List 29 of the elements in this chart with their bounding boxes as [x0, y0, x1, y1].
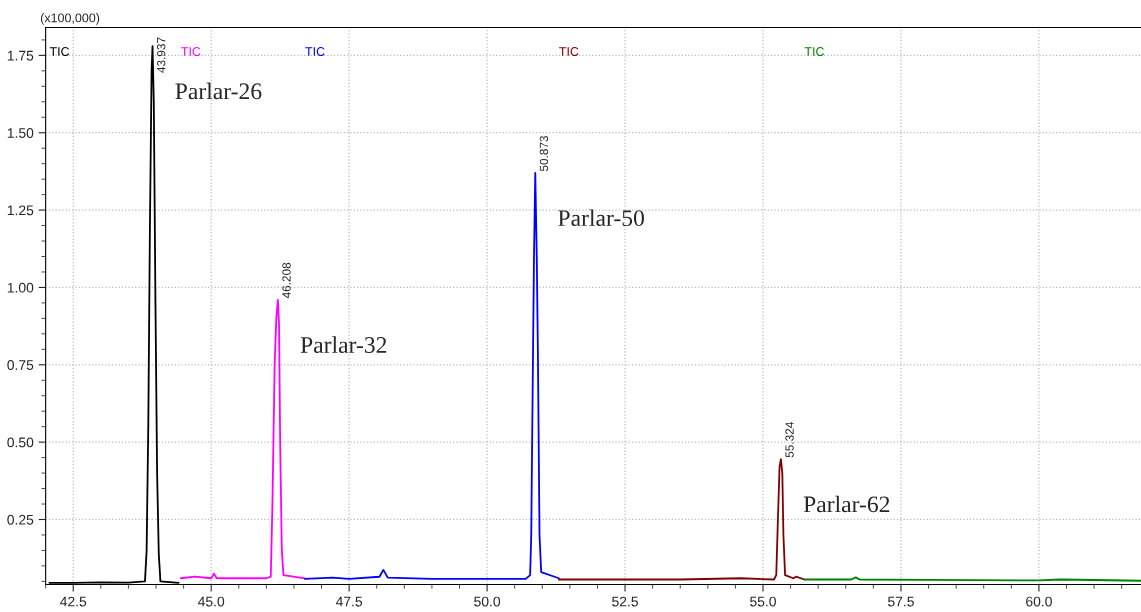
- annotation: 43.937: [157, 37, 166, 73]
- annotation: Parlar-62: [803, 495, 890, 513]
- annotation: Parlar-32: [300, 336, 387, 353]
- text: TIC: [181, 47, 201, 56]
- annotation: 46.208: [282, 262, 291, 299]
- text: (x100,000): [40, 13, 100, 25]
- x-tick-label: 52.5: [612, 596, 638, 607]
- annotation: Parlar-50: [558, 209, 644, 227]
- x-tick-label: 45.0: [197, 596, 225, 607]
- x-tick-label: 50.0: [474, 596, 501, 607]
- text: TIC: [305, 47, 325, 56]
- x-tick-label: 57.5: [888, 596, 914, 607]
- y-tick-label: 0.25: [7, 514, 34, 525]
- annotation: Parlar-26: [175, 82, 262, 100]
- x-tick-label: 55.0: [750, 596, 776, 607]
- y-tick-label: 1.50: [7, 128, 34, 138]
- y-tick-label: 1.25: [7, 205, 34, 216]
- text: TIC: [559, 47, 579, 56]
- annotation: 55.324: [785, 422, 794, 458]
- annotation: 50.873: [539, 135, 549, 172]
- text: TIC: [49, 47, 70, 56]
- y-tick-label: 1.00: [7, 282, 34, 293]
- x-tick-label: 60.0: [1026, 596, 1052, 607]
- x-tick-label: 42.5: [60, 596, 87, 607]
- y-tick-label: 0.50: [7, 437, 34, 448]
- x-tick-label: 47.5: [335, 596, 363, 607]
- y-tick-label: 1.75: [7, 50, 34, 61]
- text: TIC: [804, 47, 825, 56]
- y-tick-label: 0.75: [7, 360, 34, 370]
